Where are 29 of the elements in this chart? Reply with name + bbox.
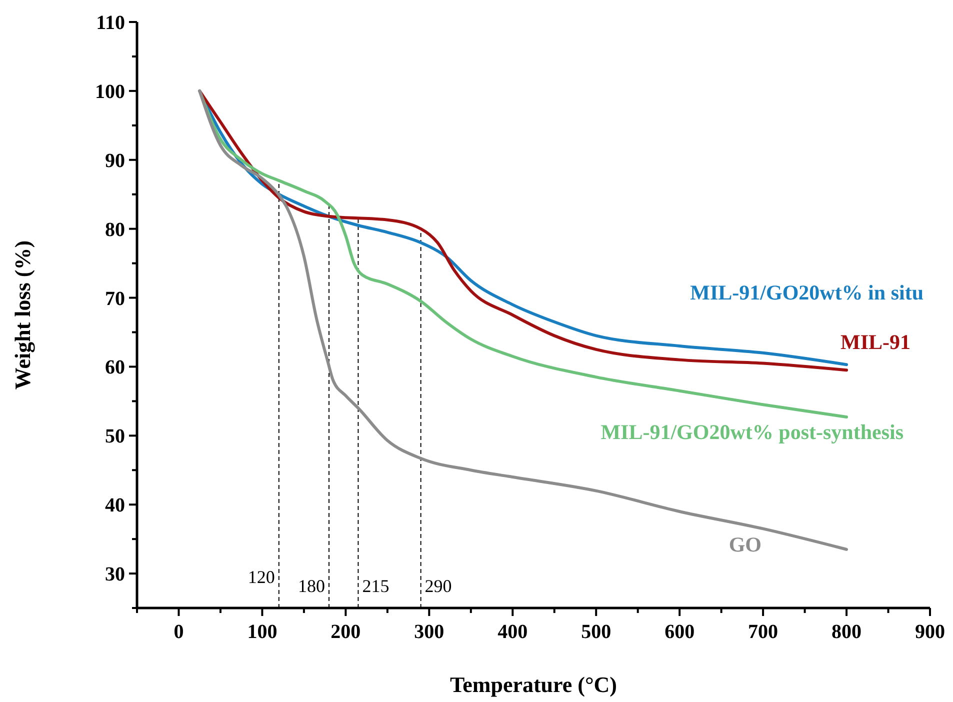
y-tick-label: 70 bbox=[105, 288, 125, 310]
ref-line-label: 180 bbox=[298, 576, 325, 596]
x-tick-label: 600 bbox=[664, 621, 695, 643]
series-label: GO bbox=[728, 532, 762, 556]
x-tick-label: 700 bbox=[748, 621, 778, 643]
y-axis-title: Weight loss (%) bbox=[10, 240, 35, 390]
y-tick-label: 40 bbox=[105, 494, 125, 517]
y-tick-label: 30 bbox=[105, 564, 125, 586]
text: MIL-91/GO20wt% in situ bbox=[690, 280, 924, 305]
ref-line-label: 215 bbox=[362, 576, 390, 596]
series-label: MIL-91/GO20wt% post-synthesis bbox=[600, 420, 904, 444]
x-axis-title: Temperature (°C) bbox=[450, 672, 618, 697]
y-tick-label: 60 bbox=[105, 356, 125, 379]
x-tick-label: 100 bbox=[247, 621, 278, 643]
x-tick-label: 400 bbox=[498, 621, 528, 643]
x-tick-label: 0 bbox=[174, 621, 184, 643]
y-tick-label: 100 bbox=[95, 80, 125, 103]
ref-line-label: 120 bbox=[248, 567, 275, 587]
x-tick-label: 200 bbox=[330, 621, 361, 643]
y-tick-label: 80 bbox=[105, 218, 125, 241]
x-tick-label: 500 bbox=[581, 621, 612, 643]
x-tick-label: 900 bbox=[915, 621, 945, 643]
y-tick-label: 110 bbox=[96, 12, 125, 34]
ref-line-label: 290 bbox=[424, 576, 452, 596]
y-tick-label: 90 bbox=[105, 150, 125, 172]
x-tick-label: 800 bbox=[832, 621, 862, 643]
series-label: MIL-91 bbox=[840, 330, 911, 354]
y-tick-label: 50 bbox=[105, 426, 125, 448]
x-tick-label: 300 bbox=[414, 621, 444, 643]
